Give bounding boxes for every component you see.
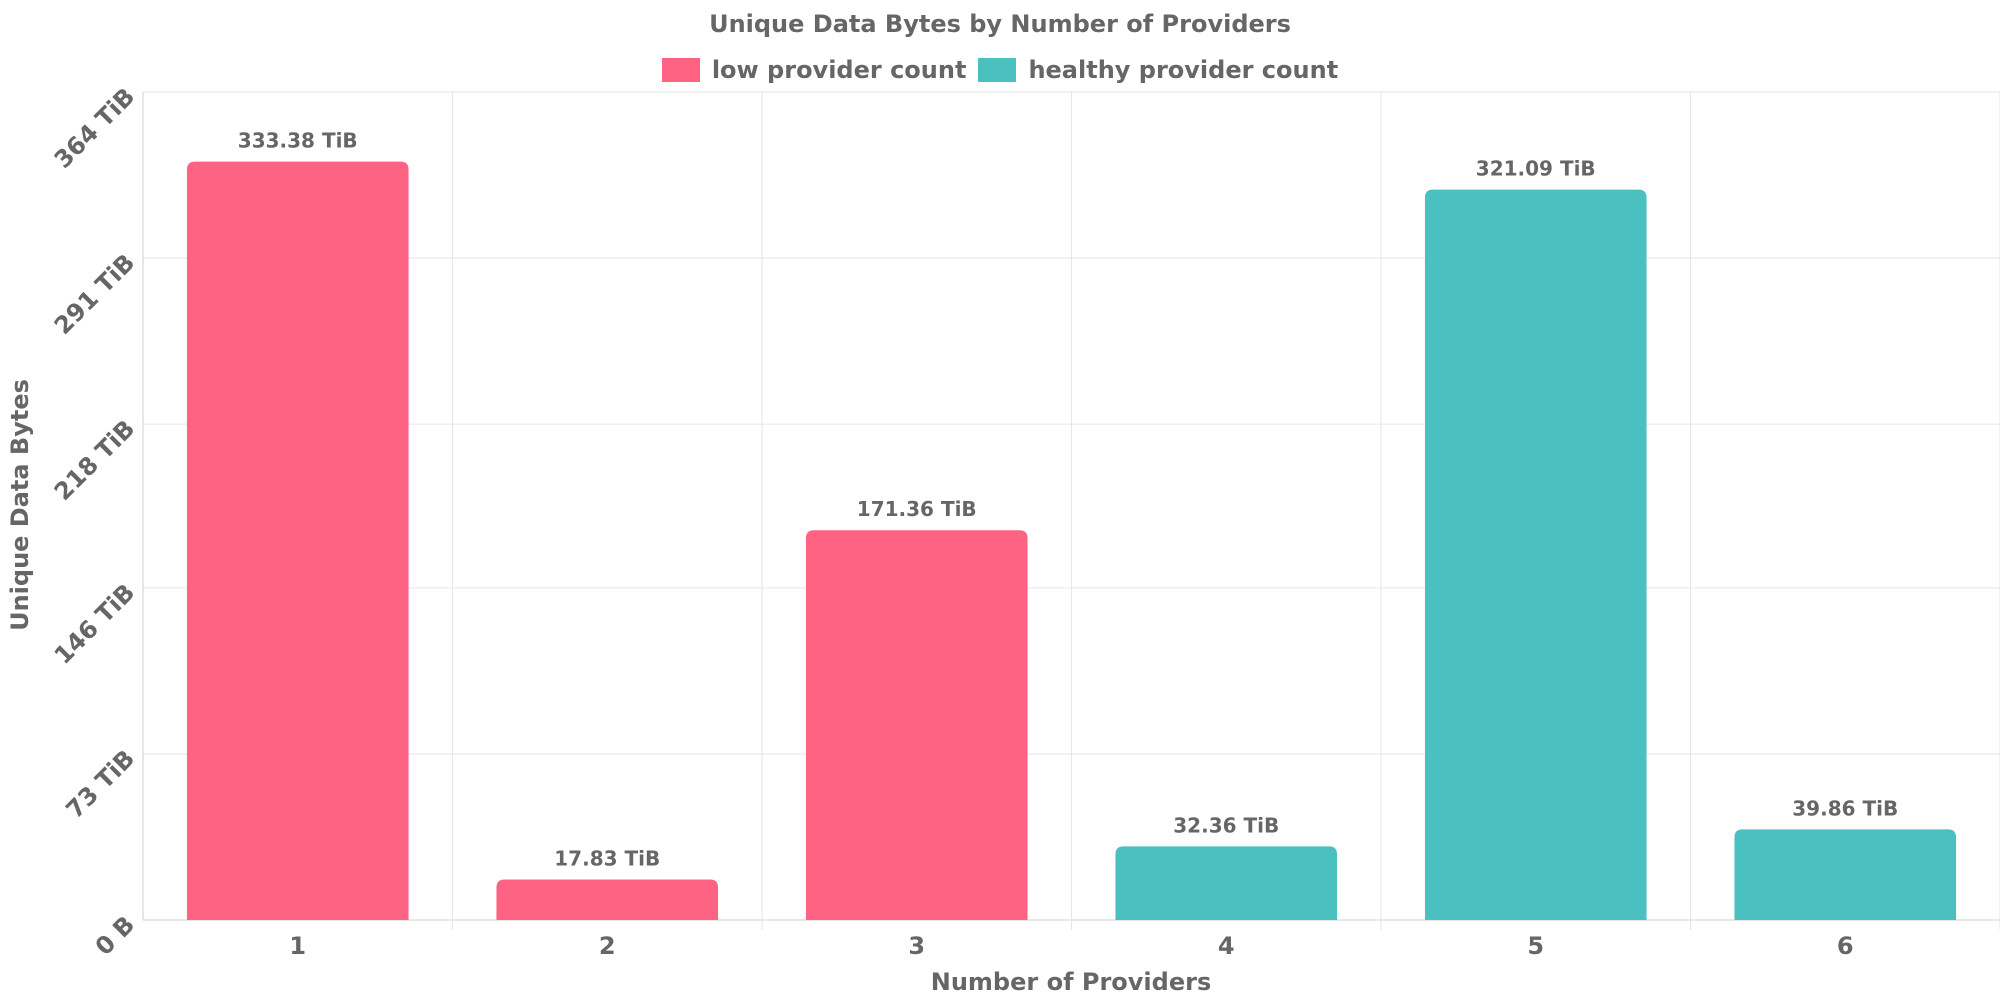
legend-swatch-healthy	[978, 58, 1017, 82]
chart-title: Unique Data Bytes by Number of Providers	[709, 10, 1291, 38]
bar-1[interactable]	[186, 161, 409, 920]
x-tick-label: 2	[599, 932, 616, 960]
legend-label-healthy: healthy provider count	[1028, 56, 1339, 84]
y-tick-label: 291 TiB	[49, 248, 140, 339]
bar-value-label: 32.36 TiB	[1173, 813, 1279, 837]
bar-3[interactable]	[805, 530, 1028, 920]
y-axis-ticks: 0 B 73 TiB 146 TiB 218 TiB 291 TiB 364 TiB	[49, 82, 140, 960]
bar-2[interactable]	[496, 879, 719, 920]
legend-item-low[interactable]: low provider count	[661, 56, 967, 84]
bars	[186, 161, 1957, 920]
y-axis-label: Unique Data Bytes	[6, 379, 34, 631]
bar-5[interactable]	[1424, 189, 1647, 920]
legend-item-healthy[interactable]: healthy provider count	[978, 56, 1338, 84]
bar-6[interactable]	[1734, 829, 1957, 920]
bar-value-label: 39.86 TiB	[1792, 796, 1898, 820]
bar-value-label: 171.36 TiB	[857, 497, 977, 521]
legend-label-low: low provider count	[711, 56, 967, 84]
x-tick-label: 5	[1527, 932, 1544, 960]
x-tick-label: 1	[289, 932, 306, 960]
x-tick-label: 4	[1218, 932, 1235, 960]
y-tick-label: 73 TiB	[61, 744, 141, 824]
y-tick-label: 0 B	[90, 910, 140, 960]
x-tick-label: 6	[1837, 932, 1854, 960]
bar-4[interactable]	[1115, 846, 1338, 920]
y-tick-label: 364 TiB	[49, 82, 140, 173]
x-tick-label: 3	[908, 932, 925, 960]
bar-value-labels: 333.38 TiB 17.83 TiB 171.36 TiB 32.36 TiB 32…	[238, 129, 1898, 871]
bar-value-label: 321.09 TiB	[1476, 157, 1596, 181]
legend-swatch-low	[661, 58, 700, 82]
y-tick-label: 218 TiB	[49, 415, 140, 506]
chart-legend: low provider count healthy provider coun…	[0, 56, 2000, 84]
x-axis-label: Number of Providers	[931, 968, 1211, 996]
x-axis-ticks: 1 2 3 4 5 6	[289, 932, 1853, 960]
bar-value-label: 333.38 TiB	[238, 129, 358, 153]
y-tick-label: 146 TiB	[49, 578, 140, 669]
grid-lines	[142, 91, 2000, 930]
bar-value-label: 17.83 TiB	[554, 846, 660, 870]
